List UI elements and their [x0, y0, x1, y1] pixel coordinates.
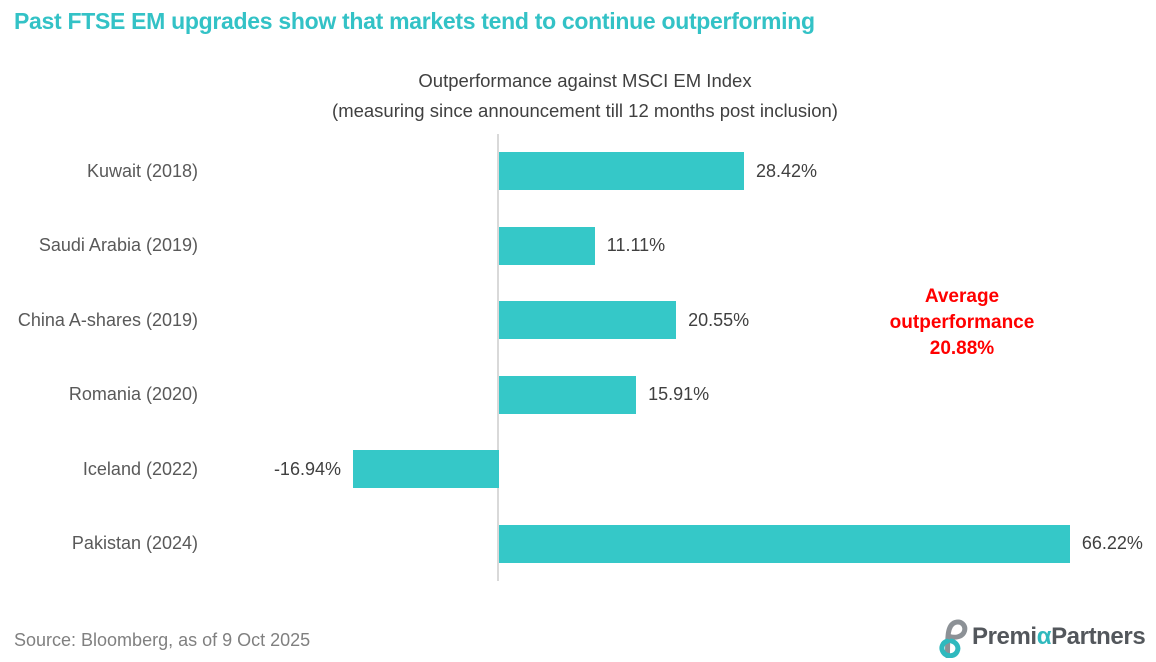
category-label: Romania (2020) [68, 384, 198, 405]
category-label: Pakistan (2024) [71, 533, 198, 554]
value-label: 11.11% [606, 235, 666, 256]
chart-subtitle-line-1: Outperformance against MSCI EM Index [418, 70, 752, 91]
average-annotation-line-1: Average [924, 286, 1000, 307]
chart-subtitle: Outperformance against MSCI EM Index (me… [0, 66, 1156, 126]
value-label: 28.42% [755, 160, 818, 181]
bar [499, 524, 1070, 563]
logo-word-partners: Partners [1051, 623, 1146, 650]
baseline-axis [497, 134, 499, 581]
bar [499, 301, 677, 340]
average-annotation-line-3: 20.88% [929, 338, 995, 359]
logo-alpha-glyph: α [1036, 623, 1052, 650]
page-title: Past FTSE EM upgrades show that markets … [14, 8, 815, 34]
premia-logo-icon [939, 619, 968, 658]
bar [352, 450, 499, 489]
category-label: Iceland (2022) [82, 458, 198, 479]
category-label: Kuwait (2018) [86, 160, 198, 181]
average-annotation: Average outperformance 20.88% [857, 284, 1067, 362]
category-label: China A-shares (2019) [17, 309, 198, 330]
value-label: 15.91% [648, 384, 710, 405]
value-label: -16.94% [273, 458, 341, 479]
bar [499, 375, 637, 414]
source-note: Source: Bloomberg, as of 9 Oct 2025 [14, 630, 311, 650]
premia-logo-text: PremiαPartners [972, 623, 1146, 651]
average-annotation-line-2: outperformance [889, 312, 1035, 333]
bar [499, 152, 744, 191]
value-label: 20.55% [688, 309, 750, 330]
value-label: 66.22% [1081, 533, 1143, 554]
premia-logo: PremiαPartners [934, 616, 1146, 658]
logo-word-premi: Premi [972, 623, 1037, 650]
chart-subtitle-line-2: (measuring since announcement till 12 mo… [332, 100, 838, 121]
bar [499, 226, 595, 265]
category-label: Saudi Arabia (2019) [38, 235, 198, 256]
